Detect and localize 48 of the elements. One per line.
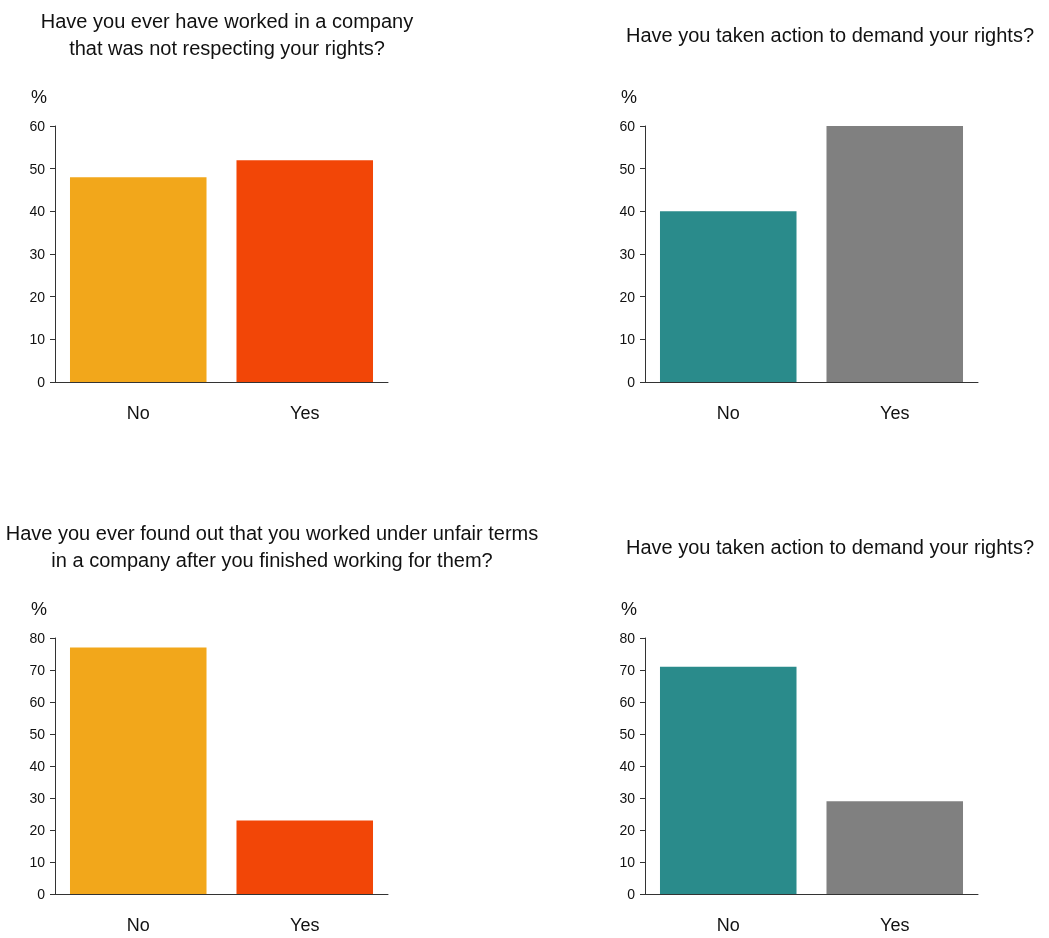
- chart-title: Have you taken action to demand your rights?: [625, 22, 1035, 48]
- y-tick-label: 40: [619, 758, 636, 774]
- y-tick-label: 0: [37, 374, 46, 390]
- y-tick-label: 70: [29, 662, 46, 678]
- y-tick-label: 50: [619, 726, 636, 742]
- chart-title: Have you ever have worked in a company that was not respecting your rights?: [39, 9, 415, 61]
- y-tick-label: 50: [29, 160, 46, 177]
- y-tick-label: 30: [619, 790, 636, 806]
- y-tick-label: 70: [619, 662, 636, 678]
- y-tick-label: 10: [619, 854, 636, 870]
- y-tick-label: 30: [619, 246, 636, 262]
- y-tick-label: 20: [29, 822, 46, 838]
- y-tick-label: 60: [29, 118, 46, 134]
- y-tick-label: 50: [29, 726, 46, 742]
- y-tick-label: 0: [627, 886, 636, 902]
- y-tick-label: 60: [619, 118, 636, 134]
- y-tick-label: 60: [619, 694, 636, 710]
- chart-title: Have you ever found out that you worked under unfair terms in a company after you finished working for them?: [4, 521, 540, 573]
- y-axis-title: %: [620, 599, 637, 619]
- y-tick-label: 20: [619, 822, 636, 838]
- y-tick-label: 10: [619, 331, 636, 348]
- y-axis-title: %: [30, 599, 47, 619]
- x-tick-label: Yes: [290, 915, 320, 935]
- x-tick-label: No: [716, 915, 740, 935]
- y-tick-label: 0: [627, 374, 636, 390]
- x-tick-label: Yes: [290, 403, 320, 423]
- y-tick-label: 60: [29, 694, 46, 710]
- y-axis-title: %: [620, 87, 637, 107]
- y-tick-label: 40: [29, 758, 46, 774]
- y-tick-label: 50: [619, 160, 636, 177]
- x-tick-label: Yes: [880, 915, 910, 935]
- y-tick-label: 80: [619, 630, 636, 646]
- y-tick-label: 0: [37, 886, 46, 902]
- y-tick-label: 20: [29, 288, 46, 305]
- y-axis-title: %: [30, 87, 47, 107]
- y-tick-label: 20: [619, 288, 636, 305]
- y-tick-label: 80: [29, 630, 46, 646]
- y-tick-label: 10: [29, 331, 46, 348]
- x-tick-label: No: [716, 403, 740, 423]
- y-tick-label: 10: [29, 854, 46, 870]
- y-tick-label: 40: [619, 203, 636, 220]
- y-tick-label: 30: [29, 790, 46, 806]
- chart-title: Have you taken action to demand your rights?: [625, 534, 1035, 560]
- x-tick-label: No: [126, 403, 150, 423]
- x-tick-label: No: [126, 915, 150, 935]
- y-tick-label: 30: [29, 246, 46, 262]
- x-tick-label: Yes: [880, 403, 910, 423]
- y-tick-label: 40: [29, 203, 46, 220]
